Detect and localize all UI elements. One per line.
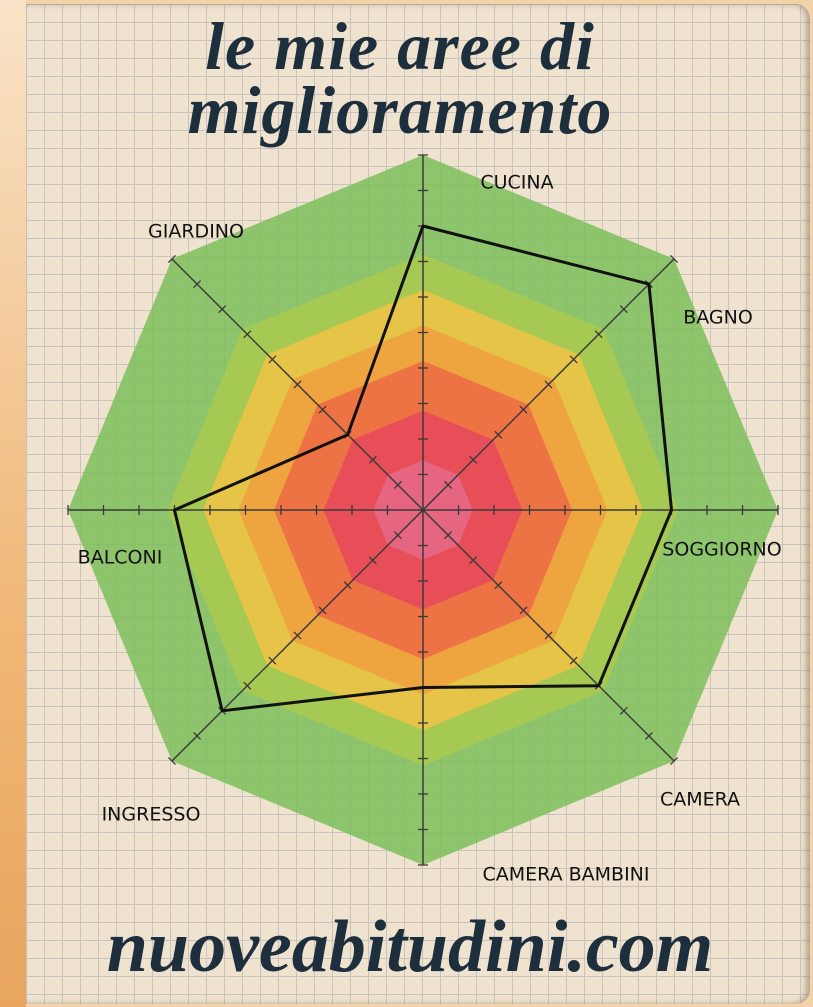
axis-label: SOGGIORNO [662, 539, 781, 561]
tick-mark [167, 757, 176, 766]
tick-mark [318, 405, 327, 414]
tick-mark [318, 606, 327, 615]
tick-mark [594, 330, 603, 339]
tick-mark [494, 430, 503, 439]
tick-mark [569, 656, 578, 665]
tick-mark [544, 380, 553, 389]
tick-mark [343, 581, 352, 590]
tick-mark [243, 681, 252, 690]
tick-mark [444, 480, 453, 489]
tick-mark [619, 706, 628, 715]
tick-mark [268, 656, 277, 665]
axis-label: CUCINA [480, 172, 553, 194]
axis-label: BAGNO [683, 307, 753, 329]
tick-mark [393, 531, 402, 540]
tick-mark [368, 455, 377, 464]
tick-mark [569, 355, 578, 364]
axis-label: CAMERA [660, 789, 740, 811]
background-strip [0, 0, 26, 1007]
axis-label: GIARDINO [148, 221, 244, 243]
axis-label: BALCONI [78, 547, 163, 569]
tick-mark [193, 731, 202, 740]
chart-title: le mie aree di miglioramento [187, 8, 613, 148]
tick-mark [293, 380, 302, 389]
tick-mark [644, 731, 653, 740]
tick-mark [494, 581, 503, 590]
tick-mark [469, 455, 478, 464]
tick-mark [193, 280, 202, 289]
tick-mark [393, 480, 402, 489]
axis-label: INGRESSO [102, 804, 201, 826]
tick-mark [619, 305, 628, 314]
tick-mark [670, 757, 679, 766]
tick-mark [368, 556, 377, 565]
footer: nuoveabitudini.com [106, 906, 714, 988]
tick-mark [268, 355, 277, 364]
tick-mark [544, 631, 553, 640]
tick-mark [670, 254, 679, 263]
tick-mark [469, 556, 478, 565]
tick-mark [243, 330, 252, 339]
tick-mark [218, 305, 227, 314]
axis-label: CAMERA BAMBINI [482, 864, 649, 886]
tick-mark [519, 606, 528, 615]
tick-mark [444, 531, 453, 540]
tick-mark [167, 254, 176, 263]
tick-mark [293, 631, 302, 640]
tick-mark [519, 405, 528, 414]
data-polygon [173, 224, 673, 713]
